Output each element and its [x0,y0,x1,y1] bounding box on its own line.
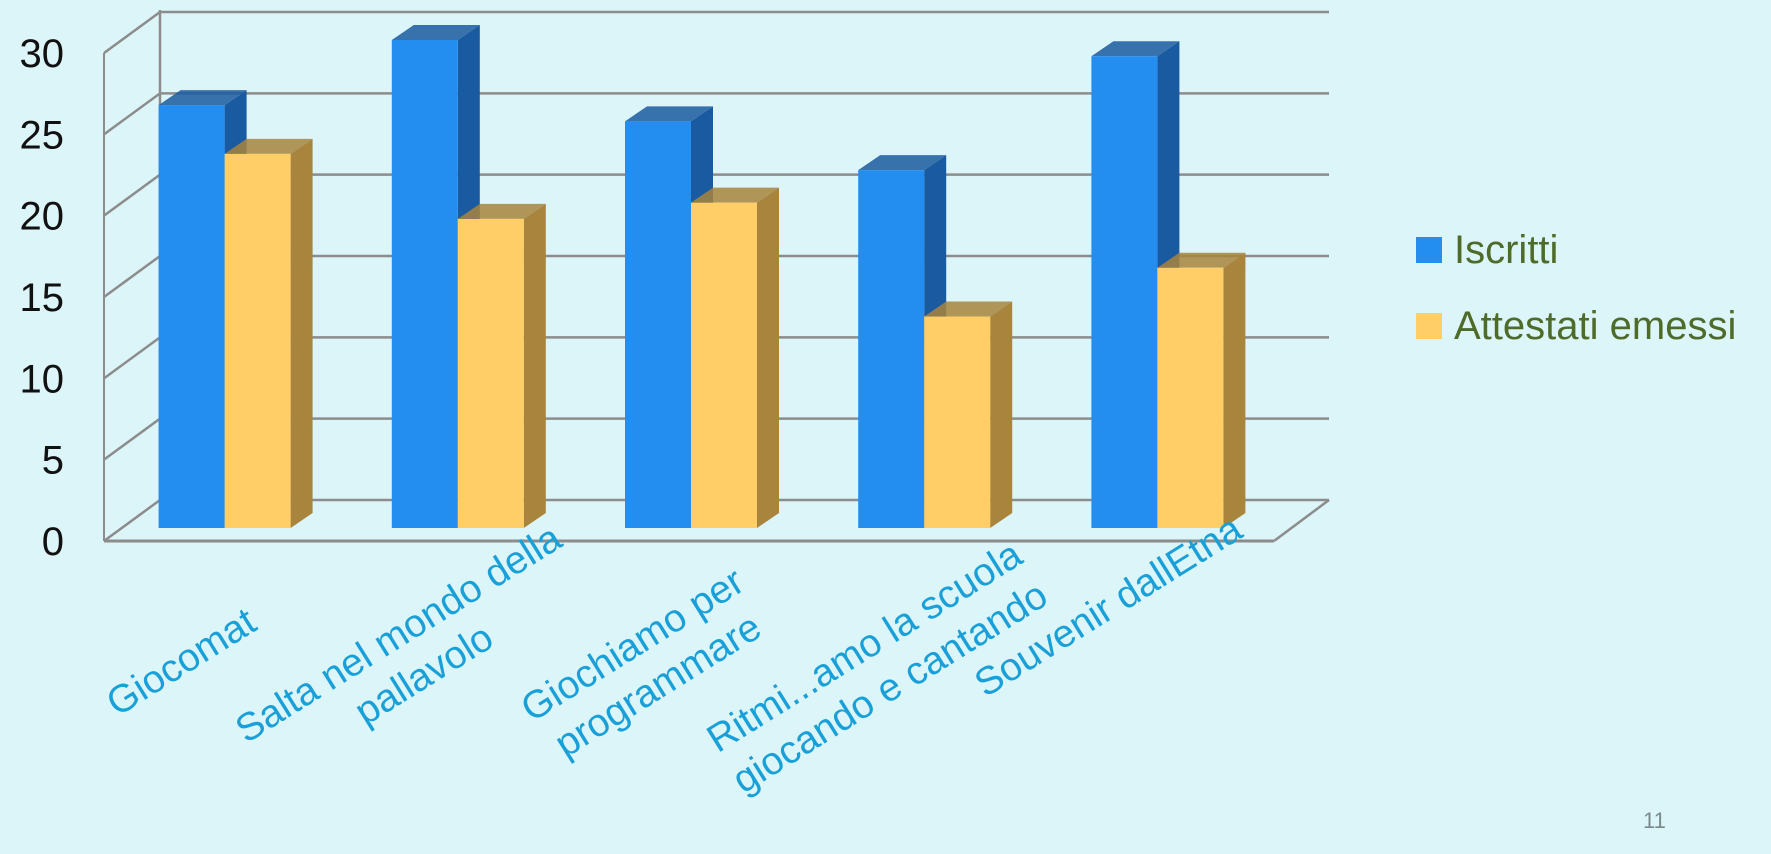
bar-attestati-emessi [224,153,291,528]
x-tick-label-line: Salta nel mondo della [228,516,569,751]
page-number: 11 [1643,808,1666,833]
bar-iscritti [1091,56,1158,529]
y-tick-label: 20 [20,195,65,239]
side-gridline [103,92,161,136]
bar-top-iscritti [391,25,480,40]
side-gridline [103,173,161,217]
bar-side-attestati-emessi [990,301,1013,528]
bar-top-iscritti [625,106,713,122]
x-tick-label-line: Giocomat [99,600,263,725]
bar-side-attestati-emessi [1223,252,1246,528]
side-gridline [103,336,161,380]
y-tick-label: 10 [20,357,65,401]
bar-attestati-emessi [457,218,524,528]
x-tick-label: Giocomat [99,600,263,725]
legend-swatch-iscritti [1416,237,1442,263]
bar-iscritti [625,121,691,528]
y-tick-label: 15 [20,276,65,320]
bar-side-attestati-emessi [523,203,546,528]
bar-side-attestati-emessi [290,138,313,528]
bar-top-attestati-emessi [691,187,779,203]
side-gridline [103,254,161,299]
bar-top-iscritti [1091,41,1180,57]
x-tick-label: Salta nel mondo dellapallavolo [228,516,595,792]
bar-attestati-emessi [691,202,757,528]
side-gridline [103,498,161,543]
chart-legend: Iscritti Attestati emessi [1416,212,1736,364]
legend-item-iscritti: Iscritti [1416,212,1736,288]
legend-label-iscritti: Iscritti [1454,227,1559,272]
bar-attestati-emessi [1157,267,1224,528]
bar-iscritti [858,170,925,528]
bar-top-attestati-emessi [224,138,313,154]
y-tick-label: 5 [42,439,64,483]
y-tick-label: 0 [42,520,64,564]
bar-top-attestati-emessi [457,203,546,219]
legend-item-attestati-emessi: Attestati emessi [1416,288,1736,364]
y-tick-label: 25 [20,113,65,157]
bar-iscritti [391,40,458,528]
legend-label-attestati-emessi: Attestati emessi [1454,303,1737,348]
side-gridline [103,417,161,461]
bar-top-attestati-emessi [924,301,1013,317]
y-tick-label: 30 [20,32,65,76]
floor-right-edge [1273,498,1330,543]
side-gridline [103,10,161,55]
bar-top-iscritti [158,90,247,106]
legend-swatch-attestati-emessi [1416,313,1442,339]
bar-iscritti [158,105,225,529]
bar-top-attestati-emessi [1157,252,1246,268]
bar-attestati-emessi [924,316,991,528]
bar-side-attestati-emessi [757,187,779,528]
bar-top-iscritti [858,155,947,171]
